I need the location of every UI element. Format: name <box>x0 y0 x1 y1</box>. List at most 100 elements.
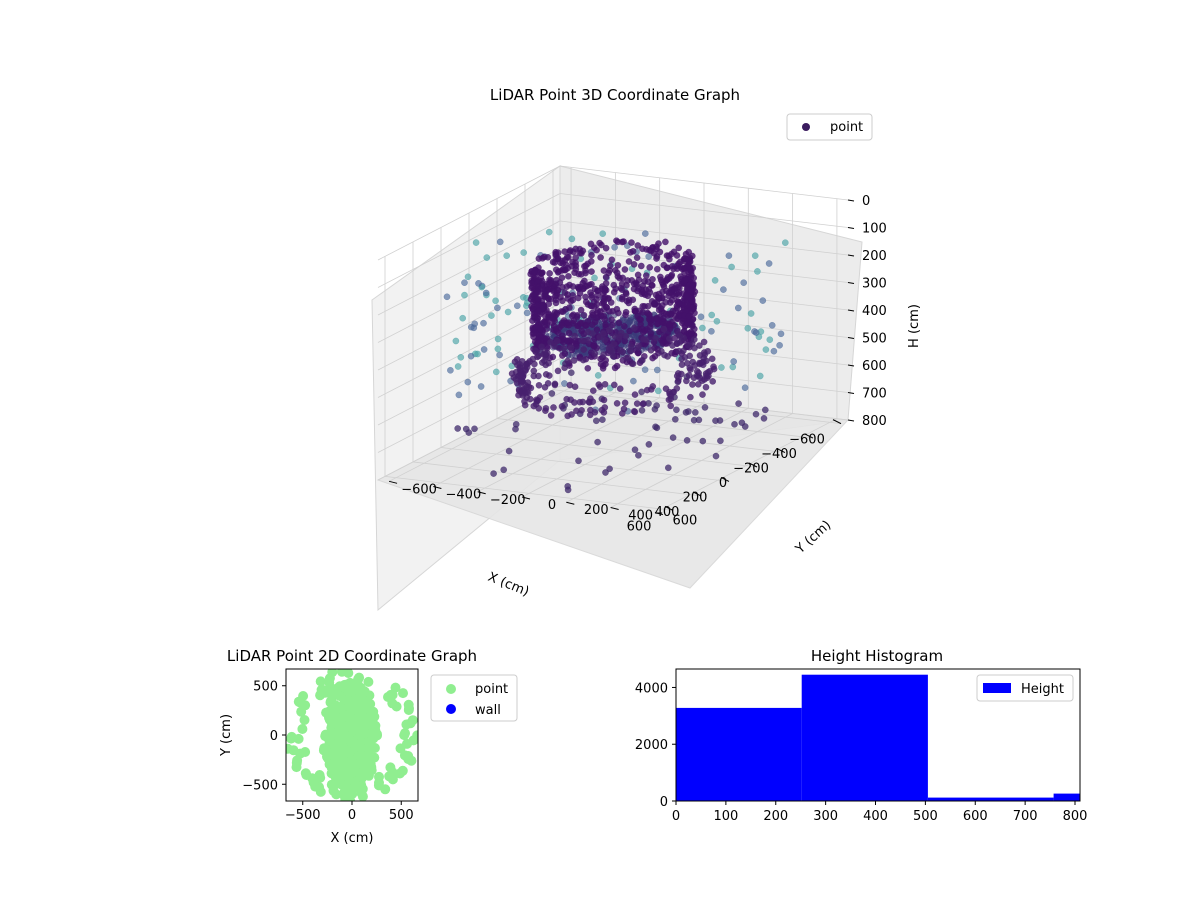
data-point <box>516 364 523 372</box>
data-point <box>676 258 684 266</box>
data-point <box>588 330 596 337</box>
data-point <box>540 253 548 261</box>
y-tick <box>433 486 442 490</box>
z-tick-label: 200 <box>862 249 887 264</box>
data-point <box>364 736 375 747</box>
y-tick-label: 500 <box>253 680 278 695</box>
data-point <box>391 701 402 712</box>
data-point <box>688 252 696 260</box>
data-point <box>475 280 482 287</box>
data-point <box>683 437 691 444</box>
data-point <box>347 722 358 733</box>
data-point <box>617 347 624 354</box>
histogram-legend: Height <box>976 674 1074 702</box>
data-point <box>741 423 749 430</box>
y-tick-label: 0 <box>270 729 278 744</box>
data-point <box>701 404 709 411</box>
data-point <box>585 398 593 406</box>
data-point <box>713 317 721 325</box>
data-point <box>661 351 668 359</box>
data-point <box>330 700 341 710</box>
data-point <box>548 390 556 397</box>
x-tick-label: 0 <box>719 476 727 491</box>
data-point <box>747 310 755 317</box>
data-point <box>616 385 624 393</box>
data-point <box>706 367 714 375</box>
data-point <box>670 265 677 273</box>
z-tick-label: 100 <box>862 222 887 237</box>
data-point <box>565 272 572 280</box>
data-point <box>666 321 674 328</box>
data-point <box>455 391 463 399</box>
data-point <box>630 407 638 415</box>
z-tick <box>847 282 855 284</box>
data-point <box>588 251 595 259</box>
z-tick <box>847 392 855 394</box>
histogram-title: Height Histogram <box>811 647 943 665</box>
data-point <box>412 730 418 741</box>
data-point <box>643 386 651 394</box>
data-point <box>697 313 705 321</box>
data-point <box>711 277 719 284</box>
legend-point-marker <box>802 123 810 131</box>
data-point <box>565 329 573 337</box>
data-point <box>343 669 354 678</box>
data-point <box>557 293 564 301</box>
data-point <box>561 289 569 297</box>
data-point <box>535 277 543 284</box>
data-point <box>669 342 676 349</box>
data-point <box>286 731 297 742</box>
data-point <box>649 383 657 390</box>
data-point <box>665 335 673 343</box>
data-point <box>662 310 670 318</box>
data-point <box>730 358 738 365</box>
data-point <box>640 400 647 407</box>
data-point <box>403 751 414 761</box>
x-tick <box>776 448 786 453</box>
data-point <box>618 280 626 288</box>
data-point <box>541 290 549 298</box>
data-point <box>740 279 748 287</box>
data-point <box>522 382 530 389</box>
data-point <box>334 681 345 692</box>
x-tick-label: 200 <box>763 809 788 824</box>
data-point <box>664 464 672 472</box>
x-tick-label: 600 <box>627 519 652 534</box>
data-point <box>673 252 681 259</box>
data-point <box>696 342 703 349</box>
data-point <box>492 297 499 305</box>
data-point <box>620 405 628 413</box>
legend-wall-marker <box>446 704 456 714</box>
data-point <box>725 252 733 260</box>
chart-2d-ticks: −500 0 500 −500 0 500 <box>242 680 413 823</box>
data-point <box>551 342 558 350</box>
data-point <box>383 692 393 702</box>
data-point <box>461 291 468 299</box>
data-point <box>554 367 562 375</box>
data-point <box>638 388 645 396</box>
y-tick-label: 0 <box>548 498 556 513</box>
data-point <box>612 285 620 293</box>
data-point <box>709 378 717 385</box>
data-point <box>590 343 598 350</box>
data-point <box>691 409 699 416</box>
data-point <box>297 724 308 734</box>
data-point <box>459 314 467 322</box>
data-point <box>586 411 594 419</box>
data-point <box>615 334 623 341</box>
data-point <box>336 779 347 790</box>
data-point <box>630 261 638 268</box>
data-point <box>761 406 769 414</box>
data-point <box>380 784 391 795</box>
x-tick <box>804 433 814 439</box>
histogram-bar <box>1053 793 1080 801</box>
data-point <box>353 712 364 723</box>
data-point <box>608 321 616 329</box>
data-point <box>553 255 560 263</box>
data-point <box>537 349 544 357</box>
data-point <box>601 336 609 344</box>
data-point <box>631 446 639 454</box>
data-point <box>447 366 454 374</box>
data-point <box>310 781 321 792</box>
data-point <box>613 269 621 277</box>
